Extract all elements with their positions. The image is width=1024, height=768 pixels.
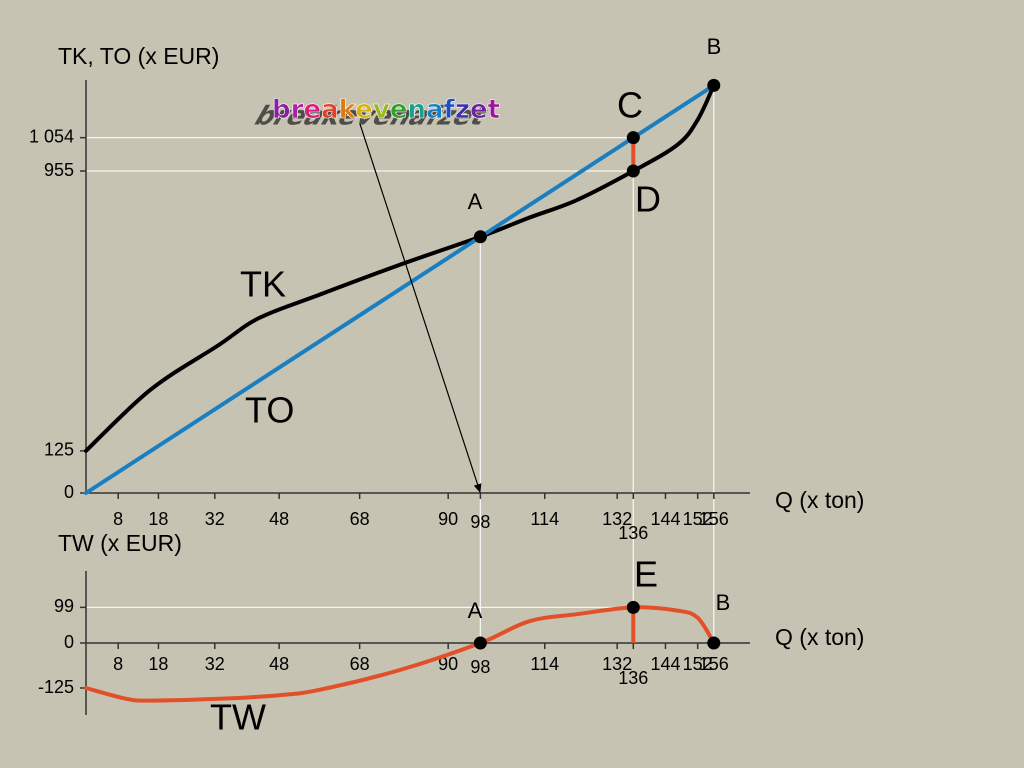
- curve-label: TK: [240, 264, 286, 305]
- point: [626, 131, 640, 145]
- point: [473, 636, 487, 650]
- y-tick-label: 99: [54, 596, 74, 616]
- point: [707, 636, 721, 650]
- annotation: breakevenafzet: [272, 95, 500, 125]
- x-tick-label: 32: [205, 509, 225, 529]
- point: [626, 600, 640, 614]
- point-label: A: [468, 598, 483, 623]
- y-tick-label: -125: [38, 677, 74, 697]
- point-label: A: [468, 189, 483, 214]
- x-tick-label: 48: [269, 654, 289, 674]
- x-axis-label: Q (x ton): [775, 487, 864, 513]
- series-line: [84, 605, 716, 703]
- point: [473, 230, 487, 244]
- x-tick-label: 8: [113, 654, 123, 674]
- x-tick-label: 114: [530, 654, 559, 674]
- point: [626, 164, 640, 178]
- point-label: D: [635, 179, 661, 220]
- x-tick-label: 48: [269, 509, 289, 529]
- guides: [86, 85, 715, 643]
- curve-label: TW: [210, 697, 266, 738]
- x-axis-label: Q (x ton): [775, 624, 864, 650]
- x-tick-label: 156: [699, 509, 729, 529]
- x-tick-label: 98: [470, 512, 490, 532]
- point-label: B: [707, 34, 722, 59]
- x-tick-label: 136: [618, 523, 648, 543]
- x-tick-label: 132: [602, 509, 632, 529]
- plots: TK, TO (x EUR) Q (x ton) 0 125 955 1 054 8 18 32…: [29, 34, 865, 738]
- x-tick-label: 132: [602, 654, 632, 674]
- x-tick-label: 114: [530, 509, 559, 529]
- curve-label: TO: [245, 390, 294, 431]
- x-tick-label: 144: [650, 654, 680, 674]
- x-tick-label: 90: [438, 654, 458, 674]
- annotation-arrow: [359, 123, 482, 494]
- point-label: B: [716, 590, 731, 615]
- series-line: [84, 83, 716, 453]
- x-tick-label: 8: [113, 509, 123, 529]
- point: [707, 78, 721, 92]
- x-tick-label: 144: [650, 509, 680, 529]
- y-tick-label: 125: [44, 440, 74, 460]
- y-tick-label: 0: [64, 632, 74, 652]
- x-tick-label: 136: [618, 668, 648, 688]
- point-label: C: [617, 85, 643, 126]
- x-tick-label: 90: [438, 509, 458, 529]
- x-tick-label: 98: [470, 657, 490, 677]
- x-tick-label: 68: [350, 654, 370, 674]
- x-tick-label: 32: [205, 654, 225, 674]
- x-tick-label: 152: [683, 509, 713, 529]
- x-tick-label: 18: [148, 654, 168, 674]
- x-tick-label: 156: [699, 654, 729, 674]
- y-tick-label: 955: [44, 160, 74, 180]
- series-line: [84, 83, 716, 495]
- y-tick-label: 0: [64, 482, 74, 502]
- y-tick-label: 1 054: [29, 126, 74, 146]
- x-tick-label: 152: [683, 654, 713, 674]
- annotation-shadow: breakevenafzet: [248, 100, 494, 131]
- point-label: E: [634, 554, 658, 595]
- x-tick-label: 68: [350, 509, 370, 529]
- y-axis-label: TW (x EUR): [58, 530, 182, 556]
- y-axis-label: TK, TO (x EUR): [58, 43, 219, 69]
- x-tick-label: 18: [148, 509, 168, 529]
